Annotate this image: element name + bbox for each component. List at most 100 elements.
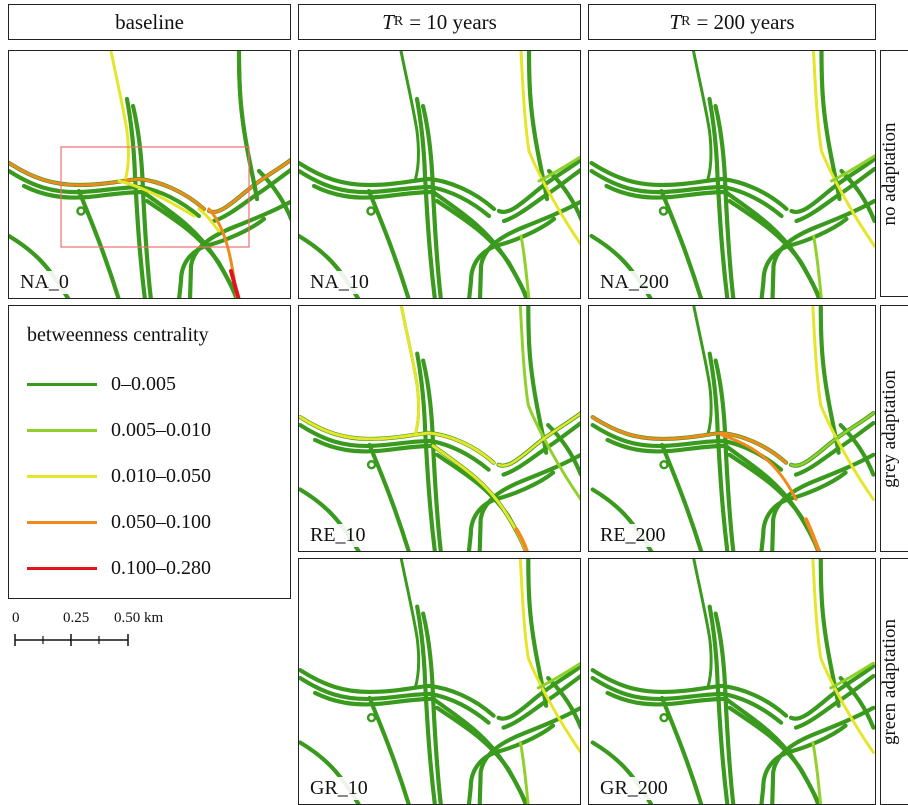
map-panel-re200: RE_200 [588,305,876,552]
road-segment [299,675,491,725]
road-segment [477,705,580,804]
legend-item-2: 0.005–0.010 [27,415,211,445]
row-header-no-adaptation: no adaptation [880,50,908,297]
legend-title: betweenness centrality [27,324,209,346]
road-segment [604,183,729,200]
road-segment [692,51,713,183]
road-segment [692,306,713,437]
scale-bar: 0 0.25 0.50 km [8,610,208,660]
column-header-baseline: baseline [8,4,291,40]
legend-label-2: 0.005–0.010 [111,418,211,441]
road-segment [811,741,823,804]
map-panel-gr10: GR_10 [298,558,581,805]
road-segment [117,179,196,218]
map-panel-na200: NA_200 [588,50,876,299]
road-segment [496,157,580,215]
road-segment [589,160,789,212]
road-segment [366,188,411,298]
road-segment [237,51,259,201]
road-segment [434,705,529,804]
road-segment [770,198,875,298]
road-segment [770,452,875,551]
road-segment [497,412,580,467]
tr10-text: = 10 years [409,9,497,34]
scale-bar-graphic [14,634,129,646]
row-header-green-label: green adaptation [880,618,900,745]
road-segment [187,199,290,298]
road-segment [399,306,421,437]
road-segment [829,661,875,690]
road-segment [256,168,290,222]
road-segment [830,154,875,183]
road-segment [589,168,784,219]
panel-label: GR_200 [597,777,671,800]
scale-tick-0: 0 [12,610,20,626]
road-segment [659,442,704,551]
road-segment [759,470,848,551]
map-panel-gr200: GR_200 [588,558,876,805]
road-segment [299,422,491,472]
road-segment [211,167,290,224]
road-segment [399,51,420,183]
map-panel-na10: NA_10 [298,50,581,299]
road-segment [759,216,849,298]
panel-label: NA_200 [597,271,672,294]
legend-item-1: 0–0.005 [27,369,176,399]
road-segment [788,664,875,721]
road-segment [197,207,221,233]
legend-swatch-5 [27,566,97,570]
road-segment [299,668,496,718]
road-segment [812,234,823,298]
road-segment [514,527,529,551]
road-segment [177,216,267,298]
road-segment [789,156,875,215]
legend: betweenness centrality 0–0.005 0.005–0.0… [8,305,291,599]
road-segment [659,695,704,804]
road-segment [811,559,875,754]
road-segment [312,437,437,454]
column-header-tr200: T R = 200 years [588,4,876,40]
road-segment [466,470,556,551]
row-header-grey-label: grey adaptation [880,369,900,488]
roundabout [659,460,669,470]
road-segment [399,559,421,690]
legend-label-4: 0.050–0.100 [111,510,211,533]
roundabout [658,206,669,216]
row-header-no-label: no adaptation [880,122,900,225]
highlight-box [60,146,250,248]
road-segment [519,234,531,298]
road-segment [605,437,729,454]
road-segment [519,51,580,246]
road-segment [590,675,784,725]
panel-label: RE_200 [597,524,669,547]
road-segment [477,452,580,551]
road-segment [789,411,875,467]
legend-swatch-1 [27,382,97,386]
panel-label: RE_10 [307,524,369,547]
tr200-subscript: R [681,14,691,29]
road-segment [727,705,822,804]
tr200-symbol: T [669,9,682,34]
road-segment [144,198,240,298]
legend-swatch-2 [27,428,97,432]
tr200-text: = 200 years [696,9,795,34]
road-segment [229,269,241,298]
road-segment [590,668,789,718]
legend-swatch-4 [27,520,97,524]
road-segment [21,183,147,200]
road-segment [591,415,788,465]
map-panel-na0: NA_0 [8,50,291,299]
panel-label: NA_0 [17,271,72,294]
road-segment [727,198,822,298]
road-segment [76,188,121,298]
map-panel-re10: RE_10 [298,305,581,552]
road-segment [466,723,556,804]
road-segment [546,422,580,477]
road-segment [434,198,530,298]
road-segment [367,695,411,804]
road-segment [759,723,848,804]
road-segment [312,690,437,707]
road-segment [299,415,496,465]
scale-tick-025: 0.25 [63,610,90,626]
tr10-subscript: R [393,14,404,29]
